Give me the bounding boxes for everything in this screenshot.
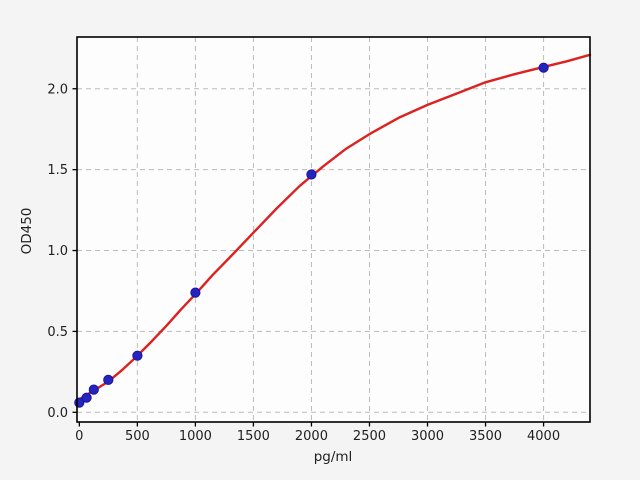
fit-curve-line bbox=[75, 53, 592, 402]
y-tick-label: 1.0 bbox=[47, 244, 68, 259]
x-tick-label: 500 bbox=[125, 429, 150, 444]
x-tick-label: 4000 bbox=[527, 429, 560, 444]
x-tick-label: 0 bbox=[75, 429, 83, 444]
data-point-marker bbox=[88, 384, 99, 395]
data-point-marker bbox=[132, 350, 143, 361]
x-tick-label: 1000 bbox=[179, 429, 212, 444]
x-tick-label: 1500 bbox=[237, 429, 270, 444]
data-point-marker bbox=[190, 287, 201, 298]
y-tick-label: 0.0 bbox=[47, 406, 68, 421]
data-point-marker bbox=[103, 374, 114, 385]
x-tick-label: 3000 bbox=[411, 429, 444, 444]
x-tick-label: 2000 bbox=[295, 429, 328, 444]
x-tick-label: 3500 bbox=[469, 429, 502, 444]
plot-border bbox=[76, 36, 591, 423]
plot-area-background bbox=[77, 37, 590, 422]
y-tick-label: 0.5 bbox=[47, 325, 68, 340]
data-point-marker bbox=[81, 392, 92, 403]
data-point-marker bbox=[538, 62, 549, 73]
y-axis-label: OD450 bbox=[19, 208, 35, 255]
y-tick-label: 1.5 bbox=[47, 163, 68, 178]
y-tick-label: 2.0 bbox=[47, 82, 68, 97]
data-point-marker bbox=[306, 169, 317, 180]
x-axis-label: pg/ml bbox=[314, 449, 353, 465]
x-tick-label: 2500 bbox=[353, 429, 386, 444]
